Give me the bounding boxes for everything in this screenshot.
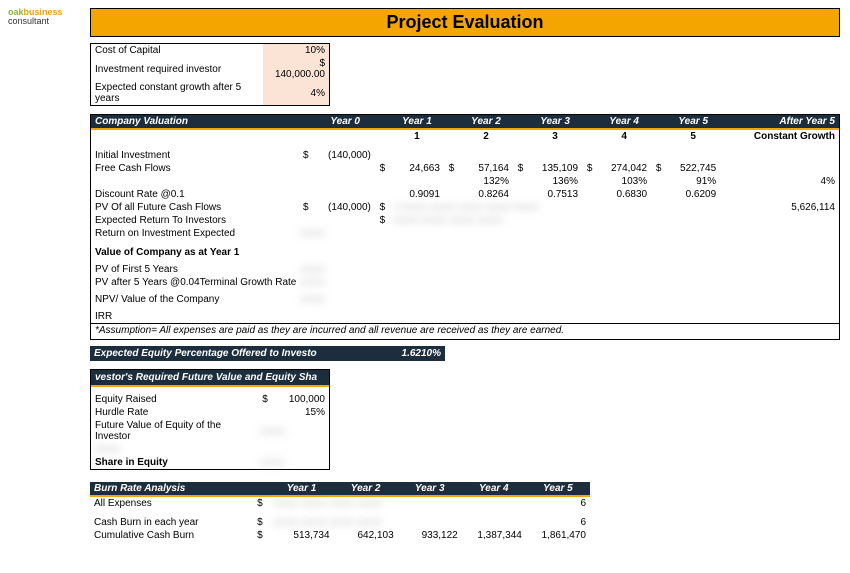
blurred-region: xxxxx (91, 443, 329, 456)
equity-percentage-bar: Expected Equity Percentage Offered to In… (90, 346, 445, 361)
row-pv-first-5: PV of First 5 Years xxxxx (91, 263, 839, 276)
input-row-investment-required: Investment required investor $ 140,000.0… (91, 57, 329, 81)
blurred-region: xxxxx (256, 419, 329, 443)
row-equity-raised: Equity Raised $ 100,000 (91, 393, 329, 406)
valuation-header-row: Company Valuation Year 0 Year 1 Year 2 Y… (91, 115, 839, 128)
input-label: Expected constant growth after 5 years (91, 81, 263, 105)
row-irr: IRR (91, 310, 839, 324)
row-free-cash-flows: Free Cash Flows $24,663 $57,164 $135,109… (91, 162, 839, 175)
col-year2: Year 2 (459, 115, 513, 128)
input-label: Cost of Capital (91, 44, 263, 57)
assumption-footnote: *Assumption= All expenses are paid as th… (91, 324, 839, 338)
row-pv-after-5: PV after 5 Years @0.04Terminal Growth Ra… (91, 276, 839, 289)
equity-bar-label: Expected Equity Percentage Offered to In… (94, 348, 317, 359)
inputs-box: Cost of Capital 10% Investment required … (90, 43, 330, 106)
blurred-region: xxxxx (296, 263, 444, 276)
input-value[interactable]: $ 140,000.00 (263, 57, 329, 81)
company-valuation-box: Company Valuation Year 0 Year 1 Year 2 Y… (90, 114, 840, 340)
row-hurdle-rate: Hurdle Rate 15% (91, 406, 329, 419)
input-value[interactable]: 4% (263, 81, 329, 105)
row-roi-expected: Return on Investment Expected xxxxx (91, 227, 839, 240)
col-year3: Year 3 (528, 115, 582, 128)
col-year0: Year 0 (316, 115, 375, 128)
row-future-value-equity: Future Value of Equity of the Investor x… (91, 419, 329, 443)
input-label: Investment required investor (91, 57, 263, 81)
page-title: Project Evaluation (90, 8, 840, 37)
blurred-region: xxxxx (256, 456, 329, 469)
row-value-of-company-header: Value of Company as at Year 1 (91, 246, 839, 259)
valuation-header: Company Valuation (91, 115, 296, 128)
blurred-region: xxxxx (296, 227, 839, 240)
equity-bar-value: 1.6210% (402, 348, 441, 359)
col-year4: Year 4 (597, 115, 651, 128)
blurred-region: 2 xxxxx xxxxx xxxxx xxxxx xxxxx (390, 201, 720, 214)
blurred-region: xxxxx (296, 293, 444, 306)
logo-consultant: consultant (8, 16, 49, 26)
row-npv: NPV/ Value of the Company xxxxx (91, 293, 839, 306)
row-cash-burn: Cash Burn in each year $ xxxxx xxxxx xxx… (90, 516, 590, 529)
burn-header: Burn Rate Analysis (90, 482, 250, 495)
input-row-cost-of-capital: Cost of Capital 10% (91, 44, 329, 57)
row-fcf-pct: 132% 136% 103% 91% 4% (91, 175, 839, 188)
col-year5: Year 5 (666, 115, 720, 128)
row-share-in-equity: Share in Equity xxxxx (91, 456, 329, 469)
col-year1: Year 1 (390, 115, 444, 128)
row-pv-all-future: PV Of all Future Cash Flows $ (140,000) … (91, 201, 839, 214)
input-row-growth: Expected constant growth after 5 years 4… (91, 81, 329, 105)
row-cumulative-cash-burn: Cumulative Cash Burn $ 513,734 642,103 9… (90, 529, 590, 542)
row-all-expenses: All Expenses $ xxxxx xxxxx xxxxx xxxxx 6 (90, 497, 590, 510)
col-after-year5: After Year 5 (720, 115, 839, 128)
blurred-region: xxxxx (296, 276, 444, 289)
row-initial-investment: Initial Investment $ (140,000) (91, 149, 839, 162)
burn-header-row: Burn Rate Analysis Year 1 Year 2 Year 3 … (90, 482, 590, 495)
valuation-subheader-row: 1 2 3 4 5 Constant Growth (91, 130, 839, 143)
blurred-region: xxxxx xxxxx xxxxx xxxxx (269, 497, 525, 510)
burn-rate-box: Burn Rate Analysis Year 1 Year 2 Year 3 … (90, 482, 590, 542)
logo: oakbusiness consultant (8, 8, 63, 26)
investor-header: vestor's Required Future Value and Equit… (91, 370, 329, 385)
blurred-region: xxxxx xxxxx xxxxx xxxxx (390, 214, 839, 227)
input-value[interactable]: 10% (263, 44, 329, 57)
row-discount-rate: Discount Rate @0.1 0.9091 0.8264 0.7513 … (91, 188, 839, 201)
row-expected-return: Expected Return To Investors $ xxxxx xxx… (91, 214, 839, 227)
blurred-region: xxxxx xxxxx xxxxx xxxxx (269, 516, 525, 529)
investor-box: vestor's Required Future Value and Equit… (90, 369, 330, 470)
